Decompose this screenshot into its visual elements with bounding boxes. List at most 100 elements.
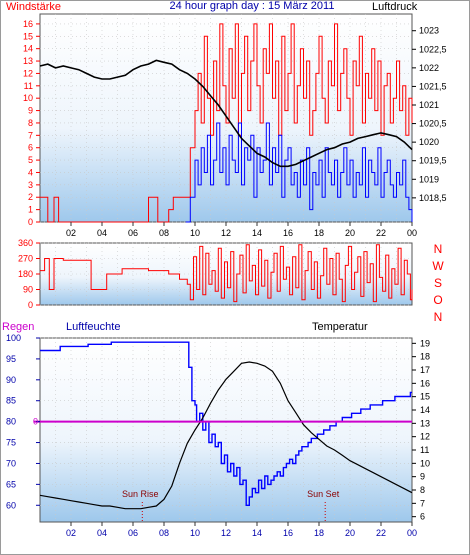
wind-direction-series [40,244,413,303]
x-tick-label: 16 [283,228,293,238]
compass-label: S [434,276,442,290]
humidity-temperature-x-axis: 02 04 06 08 10 12 14 16 18 20 22 00 [66,522,417,538]
x-tick-label: 02 [66,528,76,538]
wind-speed-tick-label: 7 [28,130,33,140]
humidity-axis: 60 65 70 75 80 85 90 95 100 [6,333,40,510]
x-tick-label: 18 [314,528,324,538]
wind-speed-tick-label: 8 [28,118,33,128]
wind-pressure-x-axis: 02 04 06 08 10 12 14 16 18 20 22 00 [66,222,417,238]
x-tick-label: 22 [376,528,386,538]
temperature-tick-label: 9 [420,472,425,482]
temperature-axis-label: Temperatur [312,321,368,333]
x-tick-label: 16 [283,528,293,538]
humidity-tick-label: 80 [6,417,16,427]
humidity-temperature-series [34,341,413,510]
pressure-tick-label: 1020,5 [419,119,447,129]
wind-speed-tick-label: 4 [28,167,33,177]
wind-speed-tick-label: 11 [24,81,33,91]
sun-marker-label: Sun Set [307,489,340,499]
x-tick-label: 22 [376,228,386,238]
humidity-axis-label: Luftfeuchte [66,321,120,333]
x-tick-label: 00 [407,228,417,238]
pressure-tick-label: 1023 [419,26,439,36]
wind-speed-tick-label: 14 [23,44,33,54]
pressure-tick-label: 1019,5 [419,156,447,166]
x-tick-label: 10 [190,228,200,238]
rain-axis-label: Regen [2,321,34,333]
x-tick-label: 18 [314,228,324,238]
temperature-tick-label: 10 [420,458,430,468]
direction-tick-label: 360 [18,238,33,248]
wind-speed-tick-label: 9 [28,106,33,116]
x-tick-label: 12 [221,228,231,238]
pressure-tick-label: 1018,5 [419,193,447,203]
wind-direction-line [40,244,413,303]
temperature-line [39,361,413,510]
x-tick-label: 20 [345,528,355,538]
wind-direction-plot-area [39,242,413,306]
x-tick-label: 08 [159,228,169,238]
humidity-line [40,341,412,506]
wind-speed-tick-label: 13 [23,56,33,66]
wind-speed-line [185,122,413,223]
x-tick-label: 20 [345,228,355,238]
wind-gust-line [40,23,413,223]
x-tick-label: 10 [190,528,200,538]
pressure-tick-label: 1019 [419,174,439,184]
temperature-axis: 6 7 8 9 10 11 12 13 14 15 16 17 18 19 [412,338,430,522]
direction-tick-label: 270 [18,254,33,264]
wind-speed-axis-label: Windstärke [6,1,61,13]
x-tick-label: 04 [97,528,107,538]
temperature-tick-label: 14 [420,405,430,415]
x-tick-label: 12 [221,528,231,538]
humidity-tick-label: 60 [6,500,16,510]
temperature-tick-label: 16 [420,378,430,388]
temperature-tick-label: 17 [420,365,430,375]
x-tick-label: 06 [128,228,138,238]
compass-label: W [432,259,444,273]
wind-speed-tick-label: 3 [28,180,33,190]
rain-value-label: 0 [33,417,38,427]
pressure-tick-label: 1022,5 [419,44,447,54]
air-pressure-line [39,59,413,168]
humidity-tick-label: 90 [6,375,16,385]
wind-speed-tick-label: 0 [28,217,33,227]
x-tick-label: 14 [252,528,262,538]
x-tick-label: 02 [66,228,76,238]
humidity-tick-label: 65 [6,479,16,489]
humidity-tick-label: 70 [6,458,16,468]
pressure-tick-label: 1021,5 [419,81,447,91]
x-tick-label: 08 [159,528,169,538]
temperature-tick-label: 8 [420,485,425,495]
wind-direction-axis: 0 90 180 270 360 [18,238,40,310]
pressure-axis: 1018,5 1019 1019,5 1020 1020,5 1021 1021,5 1022… [412,26,447,203]
direction-tick-label: 90 [23,285,33,295]
wind-speed-tick-label: 15 [23,31,33,41]
temperature-tick-label: 7 [420,498,425,508]
pressure-axis-label: Luftdruck [372,1,418,13]
sun-markers: Sun Rise Sun Set [122,489,340,522]
wind-pressure-series [39,23,413,223]
wind-speed-tick-label: 5 [28,155,33,165]
temperature-tick-label: 11 [420,445,429,455]
pressure-tick-label: 1022 [419,63,439,73]
humidity-tick-label: 75 [6,438,16,448]
x-tick-label: 14 [252,228,262,238]
wind-speed-tick-label: 2 [28,192,33,202]
humidity-temperature-grid [40,337,412,522]
temperature-tick-label: 6 [420,512,425,522]
compass-label: O [433,293,442,307]
wind-speed-tick-label: 6 [28,143,33,153]
temperature-tick-label: 18 [420,352,430,362]
chart-title: 24 hour graph day : 15 März 2011 [170,0,335,12]
humidity-tick-label: 100 [6,333,21,343]
direction-tick-label: 180 [18,269,33,279]
compass-label: N [434,242,443,256]
x-tick-label: 06 [128,528,138,538]
wind-speed-tick-label: 16 [23,19,33,29]
temperature-tick-label: 19 [420,338,430,348]
